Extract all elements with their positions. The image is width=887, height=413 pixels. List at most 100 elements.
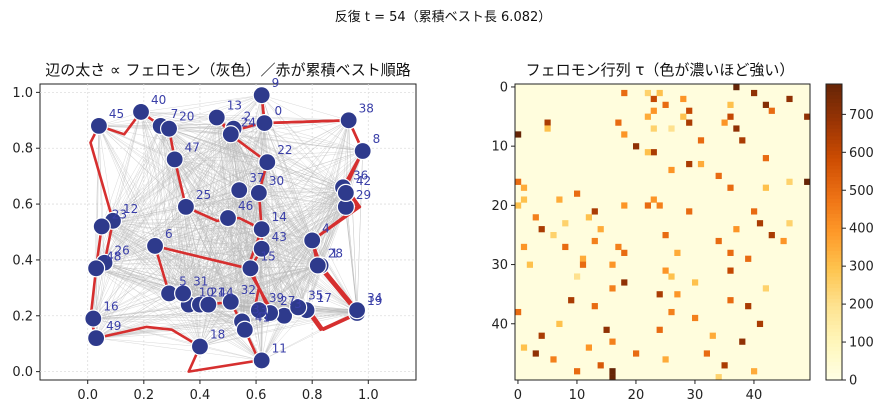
colorbar-segment [826,365,842,370]
pheromone-edge [95,189,240,339]
pheromone-edge [140,94,262,113]
heatmap-cell [609,338,616,345]
heatmap-cell [680,95,687,103]
colorbar-tick-label: 0 [849,374,857,389]
colorbar-segment [826,235,842,240]
colorbar-segment [826,257,842,262]
city-node [252,86,271,105]
heatmap-cell [609,368,616,375]
city-node [252,239,271,258]
colorbar-segment [826,224,842,229]
pheromone-edge [174,159,184,294]
pheromone-edge [348,120,358,311]
heatmap-cell [656,291,663,298]
pheromone-edge [104,159,175,263]
heatmap-y-ticks: 0 10 20 30 40 [491,80,515,332]
city-label: 49 [106,319,121,333]
pheromone-edge [96,329,245,339]
colorbar-segment [826,139,842,144]
city-label: 25 [196,188,211,202]
pheromone-edge [261,309,358,361]
pheromone-edge [230,134,363,152]
pheromone-edge [140,111,217,118]
pheromone-edge [112,125,161,221]
heatmap-cell [751,368,758,375]
pheromone-edge [199,192,260,305]
pheromone-edge [140,111,184,294]
colorbar-segment [826,202,842,207]
pheromone-edge [241,187,344,322]
pheromone-edge [227,217,262,361]
city-node [249,183,268,203]
heatmap-cell [562,243,569,251]
colorbar-segment [826,243,842,248]
city-node [258,153,277,172]
pheromone-edge [297,187,344,308]
city-node [190,337,210,356]
colorbar-segment [826,269,842,274]
pheromone-edge [174,159,201,305]
colorbar-segment [826,324,842,329]
pheromone-edge [261,248,271,314]
city-label: 34 [367,291,382,305]
heatmap-cell [715,172,722,180]
heatmap-cell [656,202,663,209]
pheromone-edge [258,192,299,308]
city-label: 36 [353,168,368,182]
heatmap-y-tick-label: 0 [500,80,508,95]
heatmap-cell [544,119,551,126]
city-label: 33 [252,302,267,316]
heatmap-cell [550,356,557,363]
colorbar-segment [826,250,842,255]
colorbar-segment [826,328,842,333]
pheromone-edge [261,95,344,188]
heatmap-cell [703,350,710,357]
pheromone-edge [182,248,262,294]
city-node [207,108,226,127]
heatmap-x-tick-label: 10 [569,388,586,403]
pheromone-edge [104,217,229,263]
heatmap-cell [650,196,657,203]
colorbar-segment [826,146,842,151]
pheromone-edge [250,268,358,311]
heatmap-cell [609,374,616,381]
tour-graph-title: 辺の太さ ∝ フェロモン（灰色）／赤が累積ベスト順路 [45,61,411,79]
heatmap-cell [674,291,681,298]
colorbar-tick-label: 100 [849,336,874,351]
pheromone-edge [230,134,260,194]
heatmap-cell [692,279,699,286]
city-label: 1 [331,247,339,261]
pheromone-edge [258,187,344,194]
pheromone-edge [182,189,240,294]
city-label: 24 [241,115,256,129]
colorbar-segment [826,254,842,259]
x-tick-label: 0.4 [190,388,211,403]
colorbar-segment [826,183,842,188]
heatmap-cell [733,125,740,132]
heatmap-cell [615,119,622,126]
city-node [145,236,165,256]
city-label: 32 [241,283,256,297]
colorbar-segment [826,169,842,174]
colorbar-tick-label: 400 [849,222,874,237]
pheromone-edge [93,189,240,319]
heatmap-y-tick-label: 30 [491,258,508,273]
heatmap-cell [768,232,775,239]
pheromone-edge [93,159,175,319]
pheromone-edge [95,217,229,339]
colorbar-segment [826,280,842,285]
colorbar-segment [826,217,842,222]
city-node [339,111,358,130]
city-node [235,320,254,339]
heatmap-cell [739,338,746,345]
heatmap-x-ticks: 0 10 20 30 40 [514,380,762,403]
colorbar-segment [826,309,842,314]
colorbar-segment [826,161,842,166]
city-node [84,309,103,328]
colorbar-segment [826,276,842,281]
colorbar-segment [826,191,842,196]
city-node [252,220,271,239]
pheromone-edge [160,125,189,305]
heatmap-cell [721,119,728,126]
